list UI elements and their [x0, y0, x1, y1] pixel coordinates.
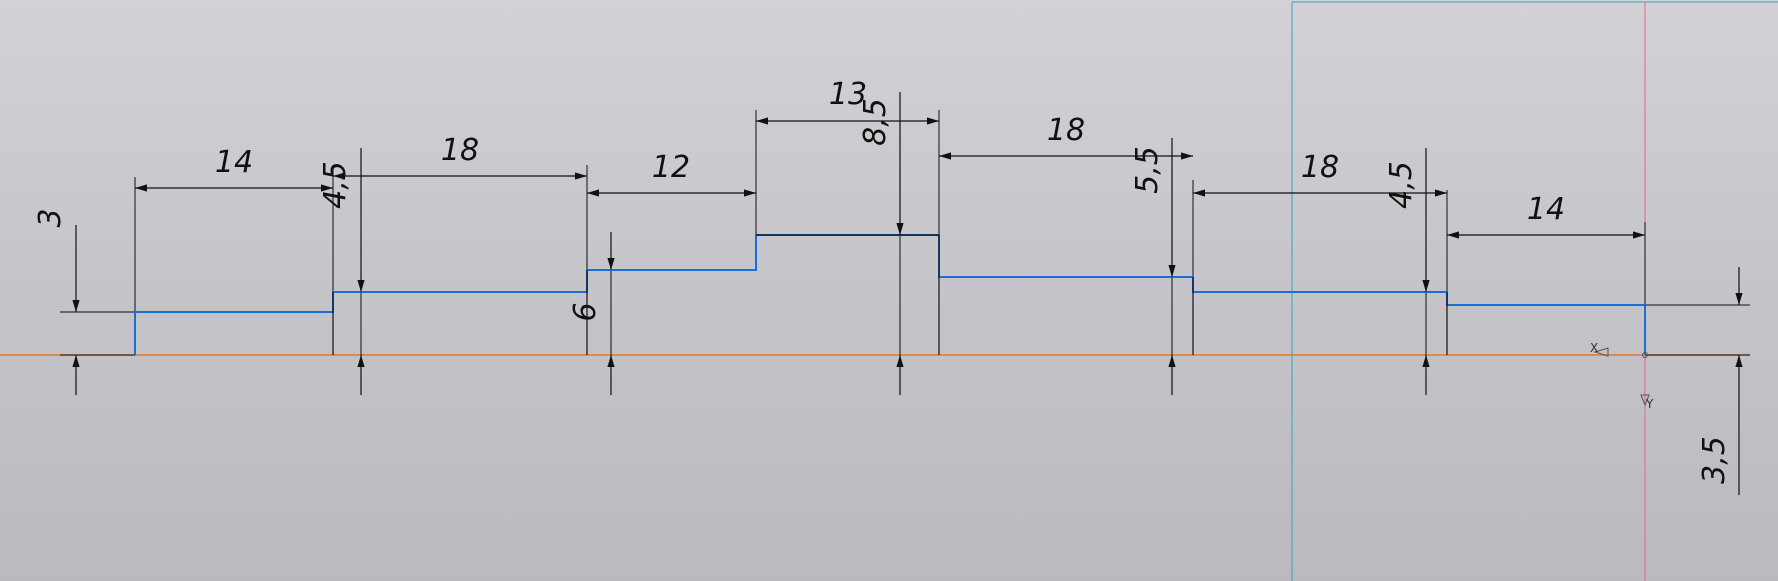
height-labels: 3 4,5 6 8,5 5,5 4,5 3,5 [33, 98, 1732, 484]
len-label-3: 12 [652, 150, 690, 185]
axis-x-label: X [1590, 341, 1598, 355]
len-label-2: 18 [441, 133, 479, 168]
height-label-7: 3,5 [1697, 436, 1732, 484]
height-label-2: 4,5 [318, 161, 353, 209]
len-label-1: 14 [215, 145, 253, 180]
height-label-1: 3 [33, 208, 68, 227]
axis-y-label: Y [1645, 397, 1654, 411]
len-label-5: 18 [1047, 113, 1085, 148]
length-dimensions[interactable] [135, 117, 1645, 239]
height-label-6: 4,5 [1384, 161, 1419, 209]
height-label-4: 8,5 [858, 98, 893, 146]
length-labels: 14 18 12 13 18 18 14 [215, 77, 1565, 227]
height-dimensions[interactable] [72, 92, 1743, 495]
height-label-5: 5,5 [1130, 146, 1165, 194]
origin-marker-icon: X Y [1590, 341, 1654, 411]
len-label-6: 18 [1301, 150, 1339, 185]
height-label-3: 6 [568, 302, 603, 321]
len-label-7: 14 [1527, 192, 1565, 227]
extension-lines [60, 92, 1750, 356]
len-label-4: 13 [829, 77, 867, 112]
